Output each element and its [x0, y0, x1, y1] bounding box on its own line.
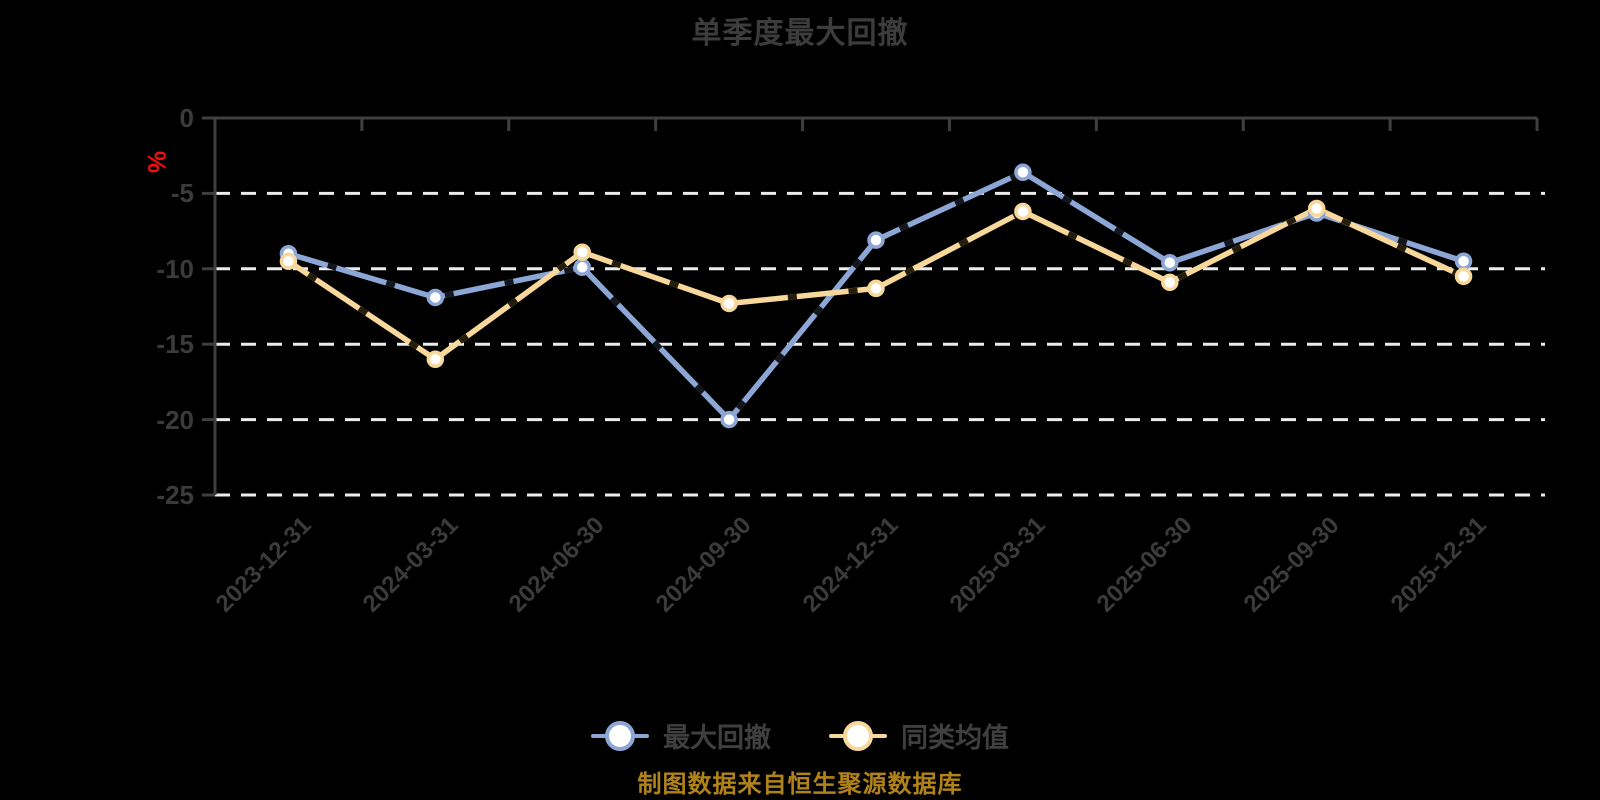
data-point — [867, 231, 885, 249]
y-axis-tick-label: -5 — [170, 178, 194, 209]
y-axis-tick-label: -10 — [156, 253, 194, 284]
legend-item-category-average[interactable]: 同类均值 — [829, 716, 1009, 755]
y-axis-tick-label: -15 — [156, 329, 194, 360]
chart-legend: 最大回撤 同类均值 — [0, 716, 1600, 755]
data-point — [1454, 252, 1473, 271]
line-marker-icon — [591, 720, 649, 751]
chart-title: 单季度最大回撤 — [691, 17, 909, 50]
data-point — [426, 350, 445, 369]
legend-label: 最大回撤 — [663, 723, 771, 753]
data-source-note: 制图数据来自恒生聚源数据库 — [637, 771, 963, 798]
data-point — [867, 279, 885, 298]
legend-item-max-drawdown[interactable]: 最大回撤 — [591, 716, 771, 755]
data-point — [720, 294, 738, 313]
data-point — [1454, 267, 1473, 286]
legend-label: 同类均值 — [901, 723, 1009, 753]
data-point — [1161, 273, 1179, 292]
y-axis-tick-label: -25 — [156, 480, 194, 510]
data-point — [573, 243, 591, 261]
data-point — [1161, 254, 1179, 272]
line-marker-icon — [829, 720, 887, 751]
data-point — [1014, 163, 1032, 182]
data-point — [1307, 199, 1326, 218]
data-point — [1014, 202, 1032, 221]
y-axis-tick-label: 0 — [179, 103, 194, 133]
data-point — [573, 258, 591, 277]
data-point — [426, 288, 445, 307]
data-point — [720, 410, 738, 429]
data-point — [279, 252, 298, 271]
y-axis-tick-label: -20 — [156, 404, 194, 435]
